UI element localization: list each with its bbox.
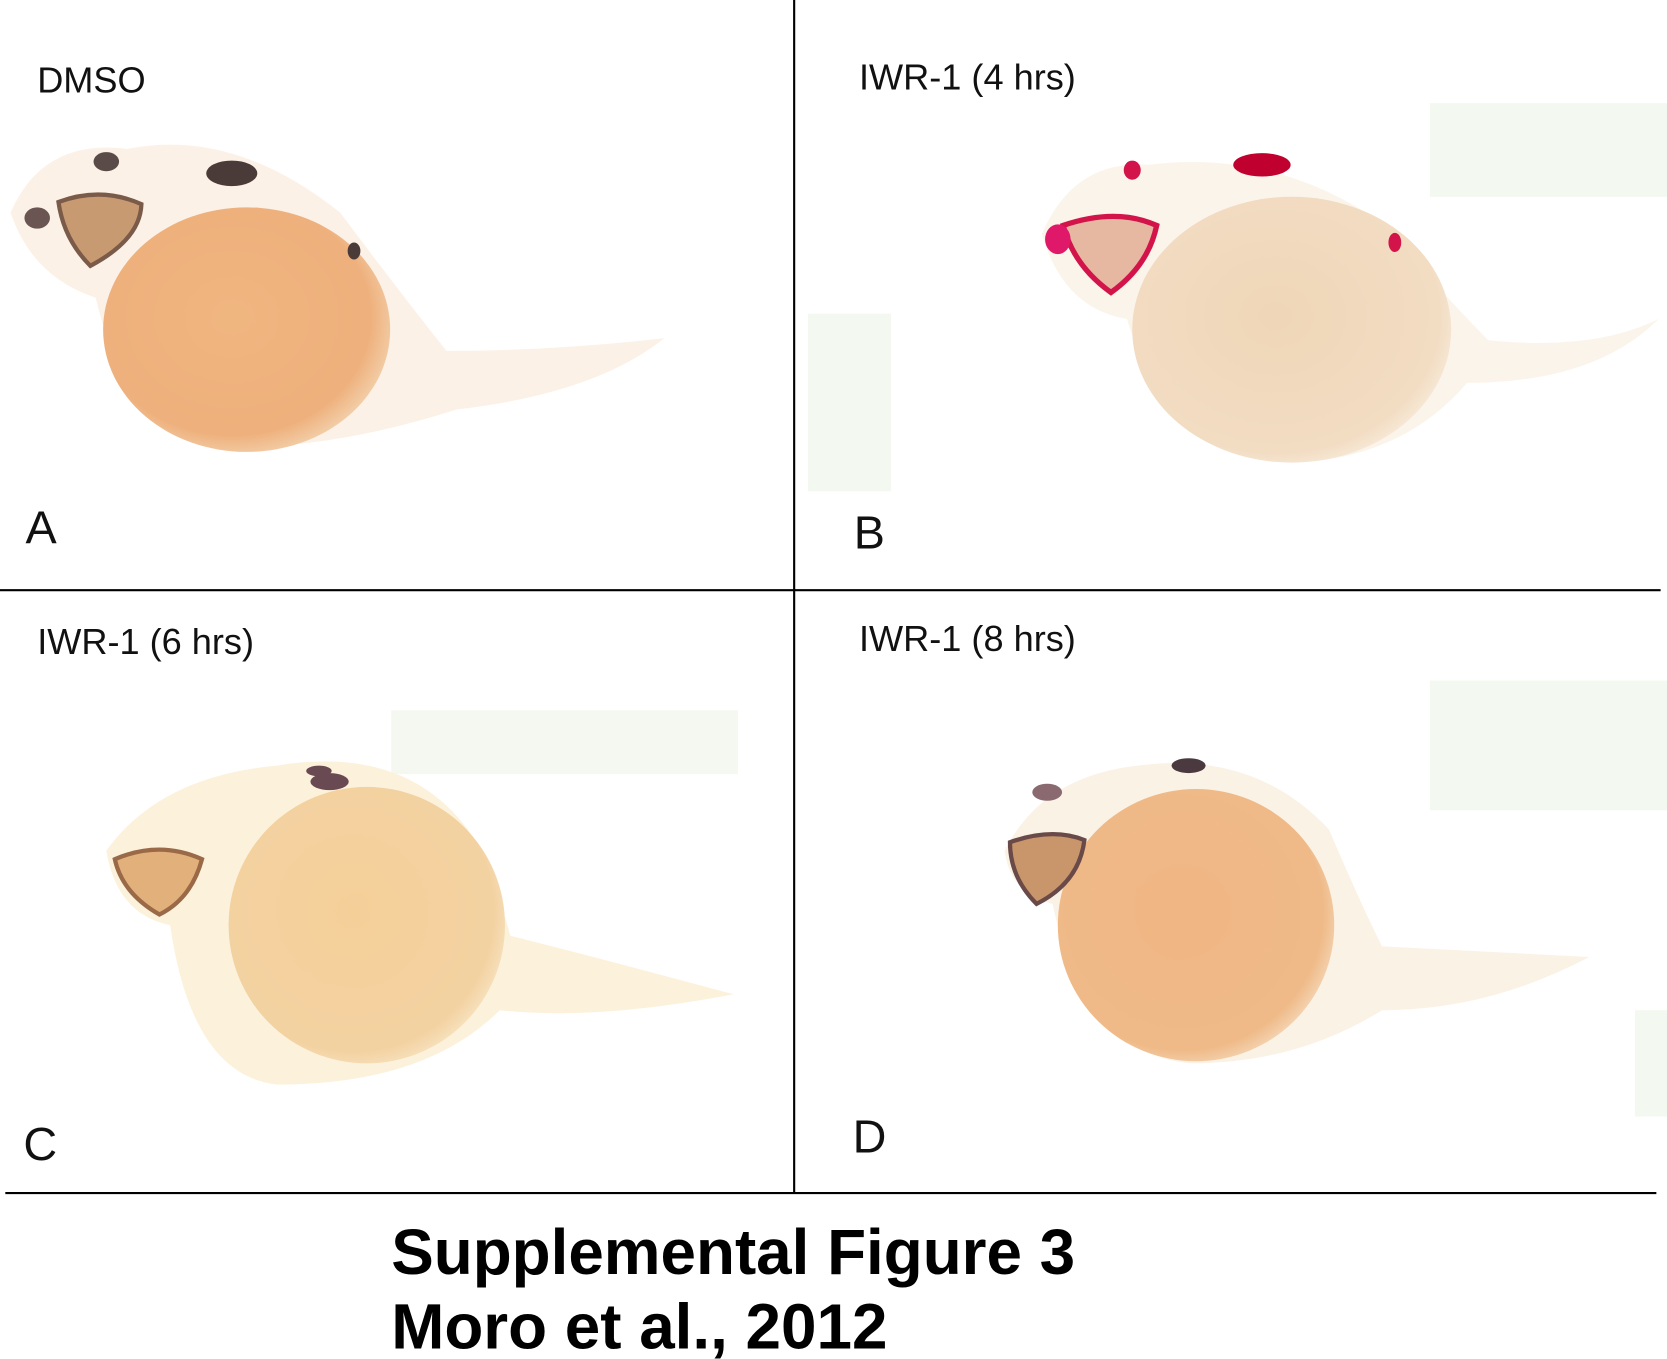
caption-line: Supplemental Figure 3 bbox=[391, 1216, 1075, 1288]
panel-title: IWR-1 (6 hrs) bbox=[37, 621, 254, 662]
embryo-d bbox=[1004, 680, 1667, 1117]
panel-letter: C bbox=[23, 1118, 57, 1170]
caption-line: Moro et al., 2012 bbox=[391, 1290, 887, 1359]
embryo-c bbox=[106, 710, 738, 1085]
panel-letter: A bbox=[26, 501, 58, 553]
panel-title: IWR-1 (4 hrs) bbox=[859, 56, 1076, 97]
panel-letter: D bbox=[853, 1111, 887, 1163]
panel-title: IWR-1 (8 hrs) bbox=[859, 618, 1076, 659]
embryo-a bbox=[10, 144, 665, 452]
embryo-b bbox=[807, 103, 1667, 492]
panel-title: DMSO bbox=[37, 60, 145, 101]
panel-letter: B bbox=[854, 507, 885, 559]
